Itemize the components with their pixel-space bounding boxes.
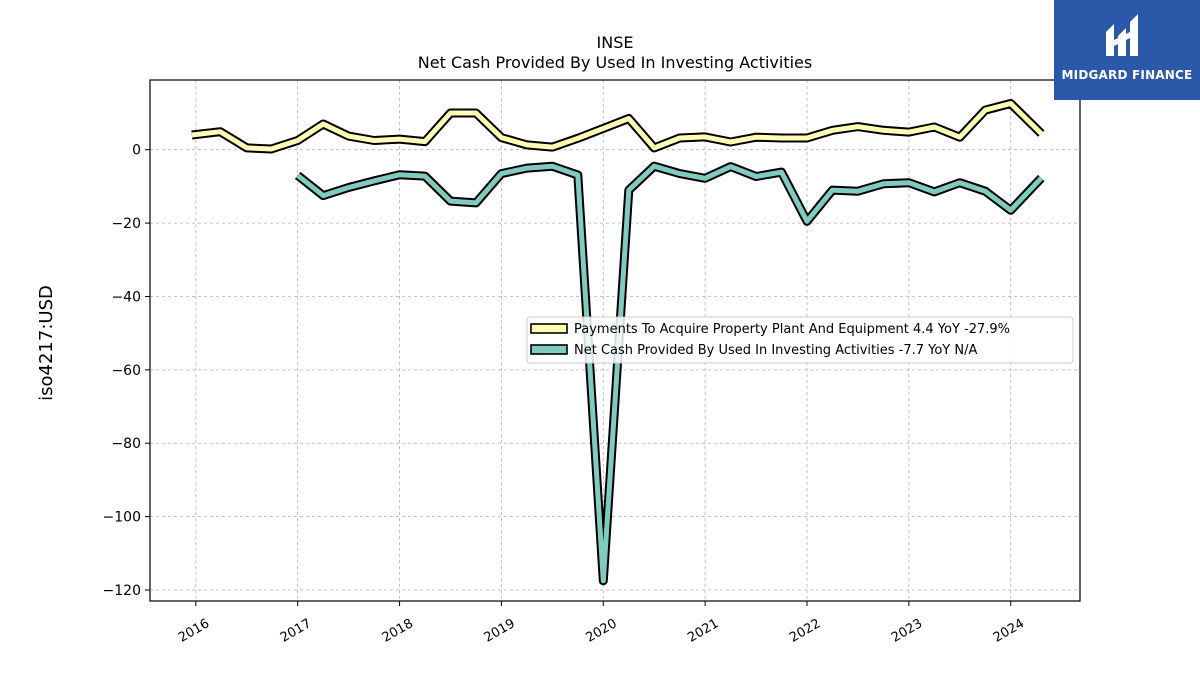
x-tick-label: 2024 xyxy=(991,616,1027,646)
y-axis-label: iso4217:USD xyxy=(36,285,57,401)
y-tick-label: −120 xyxy=(103,583,141,599)
y-axis: 0 −20 −40 −60 −80 −100 −120 xyxy=(103,143,150,599)
x-tick-label: 2016 xyxy=(176,616,212,646)
series-1-outline xyxy=(294,161,1045,586)
brand-logo: MIDGARD FINANCE xyxy=(1054,0,1200,100)
chart-subtitle: Net Cash Provided By Used In Investing A… xyxy=(418,53,812,72)
legend-box xyxy=(526,316,1074,364)
legend-swatch-capex xyxy=(530,323,568,334)
x-axis: 2016 2017 2018 2019 2020 2021 2022 2023 2024 xyxy=(176,601,1027,646)
x-tick-label: 2017 xyxy=(278,616,314,646)
series-lines xyxy=(191,99,1045,586)
series-0-line xyxy=(191,101,1044,152)
legend-swatch-investing xyxy=(530,344,568,355)
y-tick-label: −40 xyxy=(111,289,141,305)
plot-frame xyxy=(149,79,1081,602)
legend: Payments To Acquire Property Plant And E… xyxy=(526,316,1074,364)
y-tick-label: −100 xyxy=(103,510,141,526)
y-tick-label: −80 xyxy=(111,436,141,452)
x-tick-label: 2019 xyxy=(482,616,518,646)
chart-title: INSE xyxy=(597,33,634,52)
legend-label-capex: Payments To Acquire Property Plant And E… xyxy=(574,322,1010,337)
x-tick-label: 2021 xyxy=(685,616,721,646)
x-tick-label: 2020 xyxy=(583,616,619,646)
y-tick-label: −20 xyxy=(111,216,141,232)
y-tick-label: 0 xyxy=(132,143,141,159)
legend-label-investing: Net Cash Provided By Used In Investing A… xyxy=(574,343,977,358)
series-1-line xyxy=(296,163,1044,584)
y-tick-label: −60 xyxy=(111,363,141,379)
logo-mark-icon xyxy=(1106,14,1138,56)
x-tick-label: 2018 xyxy=(380,616,416,646)
brand-name: MIDGARD FINANCE xyxy=(1061,68,1193,82)
x-tick-label: 2023 xyxy=(889,616,925,646)
x-tick-label: 2022 xyxy=(787,616,823,646)
